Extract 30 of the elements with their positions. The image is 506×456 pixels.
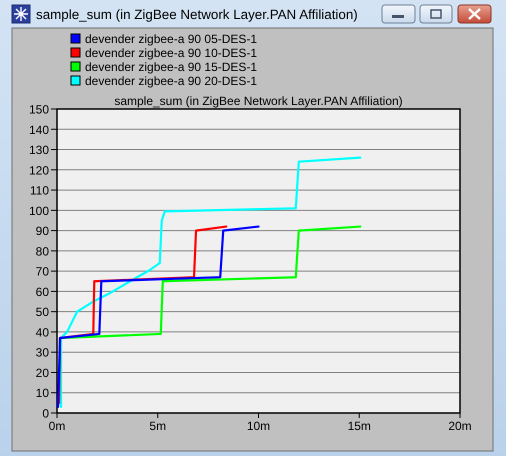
text: sample_sum (in ZigBee Network Layer.PAN Affiliation) — [36, 7, 358, 22]
y-tick-label: 10 — [36, 386, 50, 400]
x-tick-label: 10m — [246, 419, 270, 433]
y-tick-label: 80 — [36, 244, 50, 258]
x-tick-label: 20m — [448, 419, 472, 433]
y-tick-label: 70 — [36, 264, 50, 279]
line-series — [60, 156, 362, 408]
y-tick-label: 60 — [36, 284, 50, 299]
legend-label: devender zigbee-a 90 10-DES-1 — [85, 46, 258, 60]
y-tick-label: 20 — [36, 366, 50, 380]
legend-label: devender zigbee-a 90 05-DES-1 — [85, 32, 258, 46]
y-tick-label: 30 — [36, 346, 50, 360]
legend-label: devender zigbee-a 90 15-DES-1 — [85, 60, 258, 74]
y-tick-label: 50 — [36, 305, 50, 320]
chart-title: sample_sum (in ZigBee Network Layer.PAN Affiliation) — [114, 94, 403, 108]
x-tick-label: 5m — [149, 419, 166, 433]
x-tick-label: 15m — [348, 419, 371, 433]
x-tick-label: 0m — [48, 419, 66, 433]
y-tick-label: 40 — [36, 325, 50, 340]
y-tick-label: 120 — [28, 163, 50, 178]
legend-label: devender zigbee-a 90 20-DES-1 — [85, 74, 258, 88]
y-tick-label: 150 — [28, 102, 50, 116]
line-series — [56, 225, 260, 408]
y-tick-label: 130 — [28, 143, 50, 158]
line-series — [58, 225, 228, 404]
y-tick-label: 110 — [30, 184, 50, 198]
y-tick-label: 140 — [28, 122, 50, 137]
y-tick-label: 100 — [28, 204, 50, 218]
y-tick-label: 90 — [36, 224, 50, 238]
y-tick-label: 0 — [42, 406, 50, 420]
